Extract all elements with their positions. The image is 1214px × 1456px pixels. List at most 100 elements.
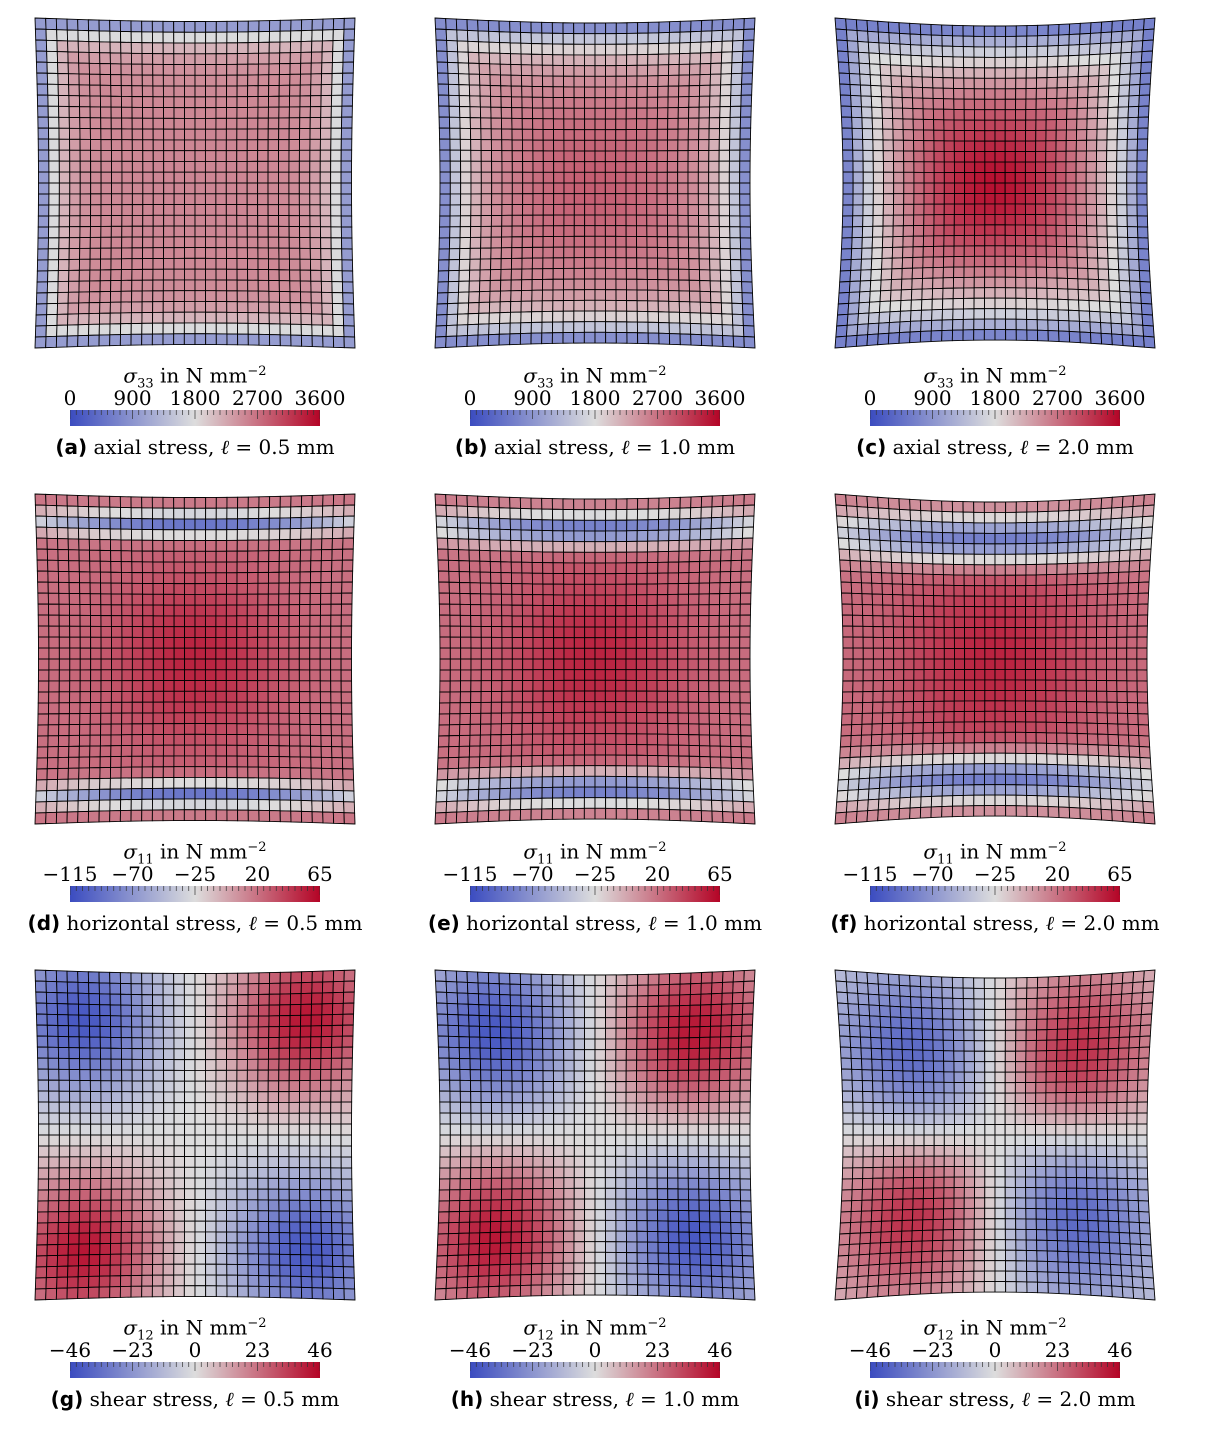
mesh-element xyxy=(542,128,555,141)
mesh-element xyxy=(501,171,513,184)
mesh-element xyxy=(509,20,522,33)
mesh-element xyxy=(729,570,742,583)
mesh-element xyxy=(488,528,501,541)
mesh-element xyxy=(194,647,206,660)
mesh-element xyxy=(656,712,669,724)
mesh-element xyxy=(877,332,890,346)
mesh-element xyxy=(994,213,1006,226)
mesh-element xyxy=(309,702,322,715)
mesh-element xyxy=(448,237,461,250)
mesh-element xyxy=(984,119,996,132)
mesh-element xyxy=(615,75,627,88)
mesh-element xyxy=(719,713,731,726)
mesh-element xyxy=(437,559,450,572)
mesh-element xyxy=(899,43,912,56)
mesh-element xyxy=(732,335,745,348)
mesh-element xyxy=(89,247,102,260)
mesh-element xyxy=(657,64,670,77)
mesh-element xyxy=(625,182,637,195)
mesh-element xyxy=(689,777,702,790)
mesh-element xyxy=(267,117,280,130)
mesh-element xyxy=(510,550,523,563)
mesh-element xyxy=(584,669,596,681)
mesh-element xyxy=(215,593,227,606)
mesh-element xyxy=(257,128,269,141)
mesh-element xyxy=(708,680,720,693)
mesh-element xyxy=(35,790,48,803)
mesh-element xyxy=(742,39,755,52)
mesh-element xyxy=(99,745,112,758)
mesh-element xyxy=(666,139,679,152)
mesh-element xyxy=(237,798,249,811)
mesh-element xyxy=(573,775,585,788)
mesh-element xyxy=(872,139,884,152)
mesh-element xyxy=(719,745,732,758)
mesh-element xyxy=(862,193,874,206)
mesh-element xyxy=(141,777,154,790)
mesh-element xyxy=(226,561,238,574)
mesh-element xyxy=(687,236,700,249)
mesh-element xyxy=(862,204,874,217)
mesh-element xyxy=(1100,507,1113,520)
mesh-element xyxy=(943,224,955,237)
mesh-element xyxy=(677,690,689,703)
mesh-element xyxy=(466,505,479,519)
mesh-element xyxy=(647,64,659,77)
mesh-element xyxy=(647,519,660,531)
mesh-element xyxy=(194,798,207,811)
mesh-element xyxy=(1035,182,1047,194)
mesh-element xyxy=(509,311,522,324)
mesh-element xyxy=(278,171,290,184)
mesh-element xyxy=(708,128,720,140)
mesh-element xyxy=(1014,130,1027,142)
mesh-element xyxy=(319,171,332,184)
mesh-element xyxy=(58,204,71,217)
colorbar-tick-label: 0 xyxy=(63,386,77,410)
mesh-element xyxy=(1106,171,1118,184)
mesh-element xyxy=(699,290,712,303)
mesh-element xyxy=(983,522,996,534)
mesh-element xyxy=(520,42,533,55)
mesh-element xyxy=(974,224,986,236)
mesh-element xyxy=(309,215,321,228)
mesh-element xyxy=(635,171,648,184)
mesh-element xyxy=(1015,297,1027,310)
mesh-element xyxy=(542,107,554,120)
mesh-element xyxy=(913,150,925,163)
mesh-element xyxy=(1045,140,1057,152)
mesh-element xyxy=(488,798,501,812)
mesh-element xyxy=(1121,334,1135,347)
mesh-element xyxy=(542,637,555,649)
mesh-element xyxy=(668,63,680,76)
mesh-element xyxy=(584,541,596,553)
mesh-element xyxy=(90,658,102,671)
mesh-element xyxy=(667,701,679,714)
mesh-element xyxy=(719,237,731,250)
mesh-element xyxy=(120,290,133,303)
mesh-element xyxy=(1099,300,1111,313)
mesh-element xyxy=(247,333,260,346)
mesh-element xyxy=(1045,97,1058,110)
mesh-element xyxy=(953,266,965,279)
mesh-element xyxy=(718,658,730,671)
mesh-element xyxy=(279,777,291,790)
mesh-element xyxy=(439,138,451,151)
mesh-element xyxy=(615,626,627,639)
mesh-element xyxy=(542,171,555,184)
mesh-element xyxy=(111,669,123,682)
mesh-element xyxy=(994,266,1006,278)
mesh-element xyxy=(1046,277,1058,290)
mesh-element xyxy=(215,225,227,238)
mesh-element xyxy=(615,508,628,521)
mesh-element xyxy=(562,321,575,334)
mesh-element xyxy=(236,279,249,292)
mesh-element xyxy=(237,333,249,346)
mesh-element xyxy=(553,129,565,141)
mesh-element xyxy=(635,604,648,617)
mesh-element xyxy=(552,722,565,735)
mesh-element xyxy=(1045,203,1057,216)
mesh-element xyxy=(110,615,123,627)
mesh-element xyxy=(646,722,658,735)
mesh-element xyxy=(900,551,913,564)
mesh-element xyxy=(77,494,90,508)
